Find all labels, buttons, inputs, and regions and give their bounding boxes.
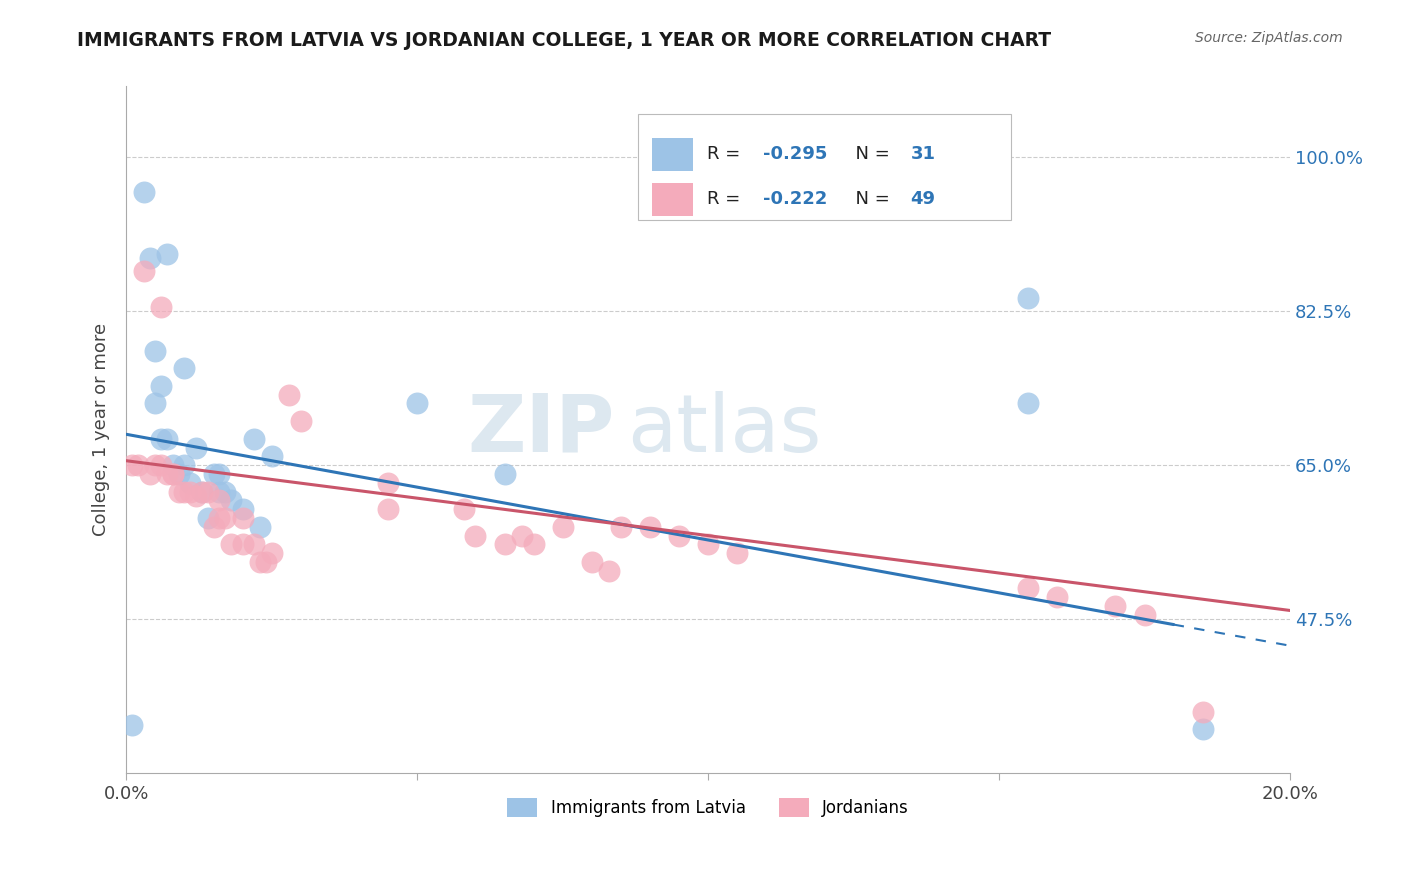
Point [494, 537, 516, 551]
Text: -0.295: -0.295 [763, 145, 827, 163]
Text: atlas: atlas [627, 391, 821, 469]
Point [232, 537, 254, 551]
Point [156, 246, 179, 260]
Point [551, 520, 574, 534]
Point [1017, 396, 1039, 410]
Point [249, 555, 271, 569]
Point [1104, 599, 1126, 613]
Legend: Immigrants from Latvia, Jordanians: Immigrants from Latvia, Jordanians [501, 791, 915, 823]
Point [232, 511, 254, 525]
Point [638, 520, 661, 534]
Point [243, 432, 266, 446]
Text: N =: N = [845, 145, 896, 163]
Point [150, 432, 173, 446]
Point [406, 396, 429, 410]
Point [173, 458, 195, 472]
Point [214, 511, 236, 525]
Point [132, 185, 155, 199]
Point [184, 441, 207, 455]
FancyBboxPatch shape [652, 138, 693, 170]
Point [162, 467, 184, 481]
Point [173, 484, 195, 499]
Point [167, 484, 190, 499]
Point [138, 251, 160, 265]
Point [1017, 291, 1039, 305]
Text: N =: N = [845, 190, 896, 208]
Point [173, 361, 195, 376]
Point [668, 528, 690, 542]
Point [249, 520, 271, 534]
Point [197, 511, 219, 525]
Point [208, 493, 231, 508]
Point [202, 467, 225, 481]
Point [138, 467, 160, 481]
Text: 49: 49 [911, 190, 935, 208]
Point [156, 432, 179, 446]
Point [1133, 607, 1156, 622]
Point [121, 458, 143, 472]
Text: R =: R = [707, 145, 747, 163]
Point [202, 520, 225, 534]
Point [219, 493, 242, 508]
FancyBboxPatch shape [652, 183, 693, 216]
Point [150, 379, 173, 393]
Point [208, 484, 231, 499]
Text: IMMIGRANTS FROM LATVIA VS JORDANIAN COLLEGE, 1 YEAR OR MORE CORRELATION CHART: IMMIGRANTS FROM LATVIA VS JORDANIAN COLL… [77, 31, 1052, 50]
Point [610, 520, 633, 534]
Point [523, 537, 546, 551]
Point [191, 484, 214, 499]
Point [453, 502, 475, 516]
Text: Source: ZipAtlas.com: Source: ZipAtlas.com [1195, 31, 1343, 45]
Point [598, 564, 620, 578]
Text: ZIP: ZIP [468, 391, 614, 469]
Point [208, 467, 231, 481]
Point [214, 484, 236, 499]
Point [377, 502, 399, 516]
Point [132, 264, 155, 278]
Point [191, 484, 214, 499]
Point [208, 511, 231, 525]
Point [127, 458, 149, 472]
Point [162, 467, 184, 481]
Point [377, 475, 399, 490]
Point [1191, 705, 1213, 719]
Point [254, 555, 277, 569]
Point [278, 387, 301, 401]
Point [725, 546, 748, 560]
Point [145, 396, 167, 410]
Point [232, 502, 254, 516]
Point [1046, 591, 1069, 605]
Point [156, 467, 179, 481]
Point [260, 546, 283, 560]
Point [510, 528, 533, 542]
Point [197, 484, 219, 499]
Point [219, 537, 242, 551]
Point [581, 555, 603, 569]
Text: 31: 31 [911, 145, 935, 163]
FancyBboxPatch shape [638, 114, 1011, 220]
Text: R =: R = [707, 190, 747, 208]
Point [179, 484, 201, 499]
Point [184, 489, 207, 503]
Point [121, 718, 143, 732]
Point [1191, 723, 1213, 737]
Point [179, 475, 201, 490]
Point [290, 414, 312, 428]
Point [162, 458, 184, 472]
Point [150, 300, 173, 314]
Point [464, 528, 486, 542]
Point [145, 343, 167, 358]
Point [1017, 582, 1039, 596]
Y-axis label: College, 1 year or more: College, 1 year or more [93, 323, 110, 536]
Point [260, 450, 283, 464]
Point [243, 537, 266, 551]
Point [697, 537, 720, 551]
Text: -0.222: -0.222 [763, 190, 827, 208]
Point [145, 458, 167, 472]
Point [167, 467, 190, 481]
Point [150, 458, 173, 472]
Point [494, 467, 516, 481]
